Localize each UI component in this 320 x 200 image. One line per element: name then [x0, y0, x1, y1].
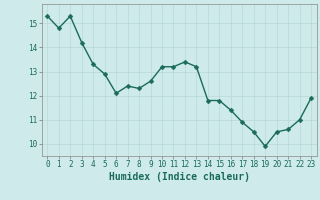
X-axis label: Humidex (Indice chaleur): Humidex (Indice chaleur): [109, 172, 250, 182]
